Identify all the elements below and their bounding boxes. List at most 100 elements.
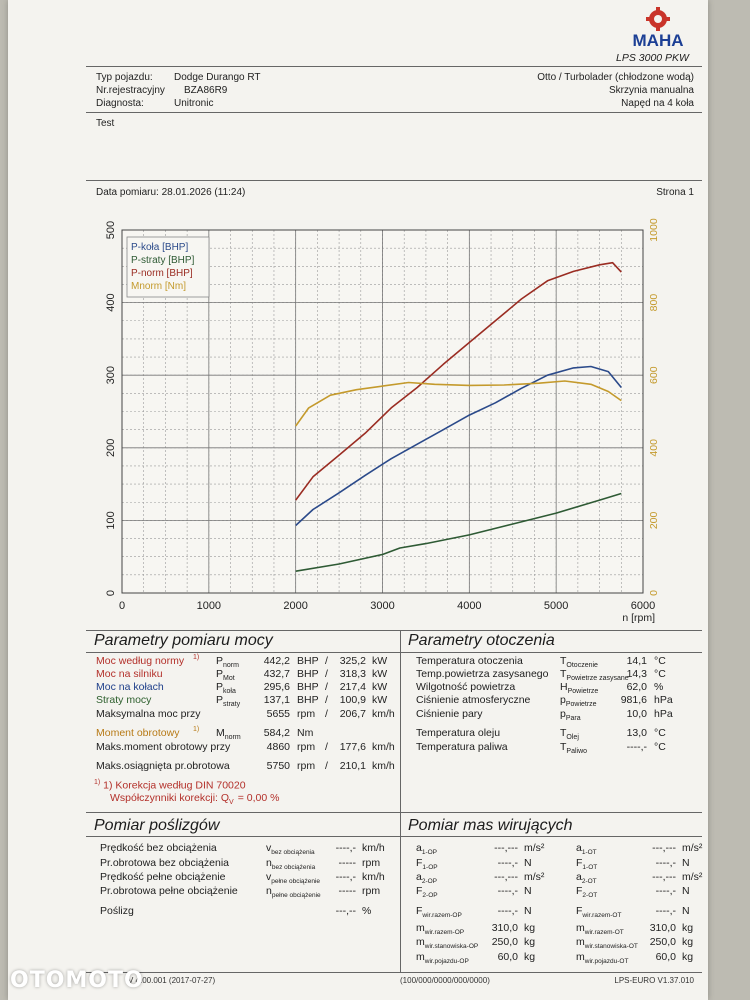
mass-row-unit: m/s² — [682, 871, 703, 883]
x-tick-label: 2000 — [283, 600, 307, 612]
correction-factor-sub: V — [229, 799, 234, 807]
mass-row-symbol: mwir.pojazdu-OT — [576, 951, 629, 966]
mass-row-value: ---,--- — [652, 871, 676, 883]
vehicle-type-label: Typ pojazdu: — [96, 72, 153, 83]
correction-footnote: 1) 1) Korekcja według DIN 70020 — [94, 779, 246, 792]
mass-row-symbol: a2-OP — [416, 871, 438, 886]
power-row-unit1: BHP — [297, 694, 319, 706]
mass-row-symbol: F1-OT — [576, 857, 598, 872]
y-left-tick-label: 500 — [105, 221, 117, 239]
power-row-label: Moc na kołach — [96, 681, 164, 693]
correction-factor: Współczynniki korekcji: QV = 0,00 % — [110, 792, 279, 806]
power-row-unit1: Nm — [297, 727, 314, 739]
power-row-value2: 206,7 — [339, 708, 366, 720]
otomoto-watermark: OTOMOTO — [10, 968, 144, 993]
environment-row-value: 62,0 — [626, 681, 647, 693]
slip-row-unit: rpm — [362, 885, 381, 897]
power-row-symbol: Mnorm — [216, 727, 241, 742]
power-row-value2: 100,9 — [339, 694, 366, 706]
registration-label: Nr.rejestracyjny — [96, 85, 165, 96]
slash-separator: / — [325, 741, 328, 753]
legend-box — [126, 236, 210, 298]
environment-row-symbol: TPaliwo — [560, 741, 588, 756]
y-right-tick-label: 800 — [648, 294, 660, 312]
slip-row-value: ----- — [338, 857, 356, 869]
page-number: Strona 1 — [656, 187, 694, 198]
power-row-value1: 442,2 — [263, 655, 290, 667]
y-right-tick-label: 600 — [648, 366, 660, 384]
y-right-tick-label: 1000 — [648, 218, 660, 242]
slip-row-value: ---,-- — [335, 905, 356, 917]
power-row-unit1: rpm — [297, 708, 316, 720]
slip-row-label: Prędkość bez obciążenia — [100, 842, 217, 854]
power-row-label: Straty mocy — [96, 694, 152, 706]
slash-separator: / — [325, 760, 328, 772]
environment-row-value: 13,0 — [626, 727, 647, 739]
environment-row-symbol: TOlej — [560, 727, 579, 742]
footnote-marker: 1) — [193, 726, 200, 733]
power-row-label: Moc według normy — [96, 655, 185, 667]
x-tick-label: 4000 — [457, 600, 481, 612]
power-row-unit1: BHP — [297, 681, 319, 693]
y-right-tick-label: 0 — [648, 590, 660, 596]
environment-row-label: Temperatura paliwa — [416, 741, 508, 753]
power-row-symbol: Pkoła — [216, 681, 236, 696]
x-tick-label: 3000 — [370, 600, 394, 612]
power-row-unit2: km/h — [372, 708, 395, 720]
diagnosis: Unitronic — [174, 98, 214, 109]
mass-row-value: ---,--- — [494, 871, 518, 883]
y-left-tick-label: 400 — [105, 293, 117, 311]
drive-type: Napęd na 4 koła — [621, 98, 694, 109]
power-row-symbol: PMot — [216, 668, 235, 683]
environment-row-unit: °C — [654, 655, 666, 667]
power-row-unit1: BHP — [297, 655, 319, 667]
mass-row-symbol: mwir.stanowiska-OT — [576, 936, 638, 951]
mass-row-value: ---,--- — [494, 842, 518, 854]
y-left-tick-label: 0 — [105, 590, 117, 596]
environment-row-label: Temperatura otoczenia — [416, 655, 523, 667]
mass-row-unit: N — [524, 885, 532, 897]
environment-row-symbol: HPowietrze — [560, 681, 599, 696]
y-right-tick-label: 200 — [648, 511, 660, 529]
mass-row-value: 60,0 — [497, 951, 518, 963]
power-row-value2: 325,2 — [339, 655, 366, 667]
environment-row-value: 981,6 — [620, 694, 647, 706]
x-tick-label: 0 — [119, 600, 125, 612]
slip-title: Pomiar poślizgów — [94, 817, 220, 834]
power-row-value1: 137,1 — [263, 694, 290, 706]
slip-row-unit: km/h — [362, 842, 385, 854]
slash-separator: / — [325, 655, 328, 667]
power-row-value1: 295,6 — [263, 681, 290, 693]
power-row-label: Maksymalna moc przy — [96, 708, 201, 720]
power-row-label: Moc na silniku — [96, 668, 163, 680]
legend-entry: Mnorm [Nm] — [131, 281, 186, 292]
rotating-mass-title: Pomiar mas wirujących — [408, 817, 573, 834]
power-row-value1: 5750 — [266, 760, 290, 772]
environment-row-label: Wilgotność powietrza — [416, 681, 516, 693]
power-row-unit1: rpm — [297, 760, 316, 772]
plot-border — [121, 229, 644, 594]
mass-row-symbol: mwir.razem-OT — [576, 922, 624, 937]
legend-entry: P-norm [BHP] — [131, 268, 193, 279]
environment-row-unit: °C — [654, 668, 666, 680]
power-row-value1: 584,2 — [263, 727, 290, 739]
brand-label: MAHA — [633, 31, 684, 48]
mass-row-value: ----,- — [655, 885, 676, 897]
mass-row-value: ---,--- — [652, 842, 676, 854]
power-row-unit1: rpm — [297, 741, 316, 753]
measurement-date: Data pomiaru: 28.01.2026 (11:24) — [96, 187, 246, 198]
registration: BZA86R9 — [184, 85, 228, 96]
mass-row-value: ----,- — [497, 885, 518, 897]
mass-row-symbol: mwir.pojazdu-OP — [416, 951, 469, 966]
slash-separator: / — [325, 708, 328, 720]
mass-row-unit: N — [524, 857, 532, 869]
slip-row-unit: km/h — [362, 871, 385, 883]
power-row-label: Maks.moment obrotowy przy — [96, 741, 231, 753]
x-tick-label: 6000 — [631, 600, 655, 612]
mass-row-symbol: a2-OT — [576, 871, 597, 886]
mass-row-unit: N — [682, 885, 690, 897]
mass-row-symbol: a1-OT — [576, 842, 597, 857]
y-left-tick-label: 300 — [105, 366, 117, 384]
mass-row-unit: N — [524, 905, 532, 917]
environment-row-unit: hPa — [654, 708, 673, 720]
